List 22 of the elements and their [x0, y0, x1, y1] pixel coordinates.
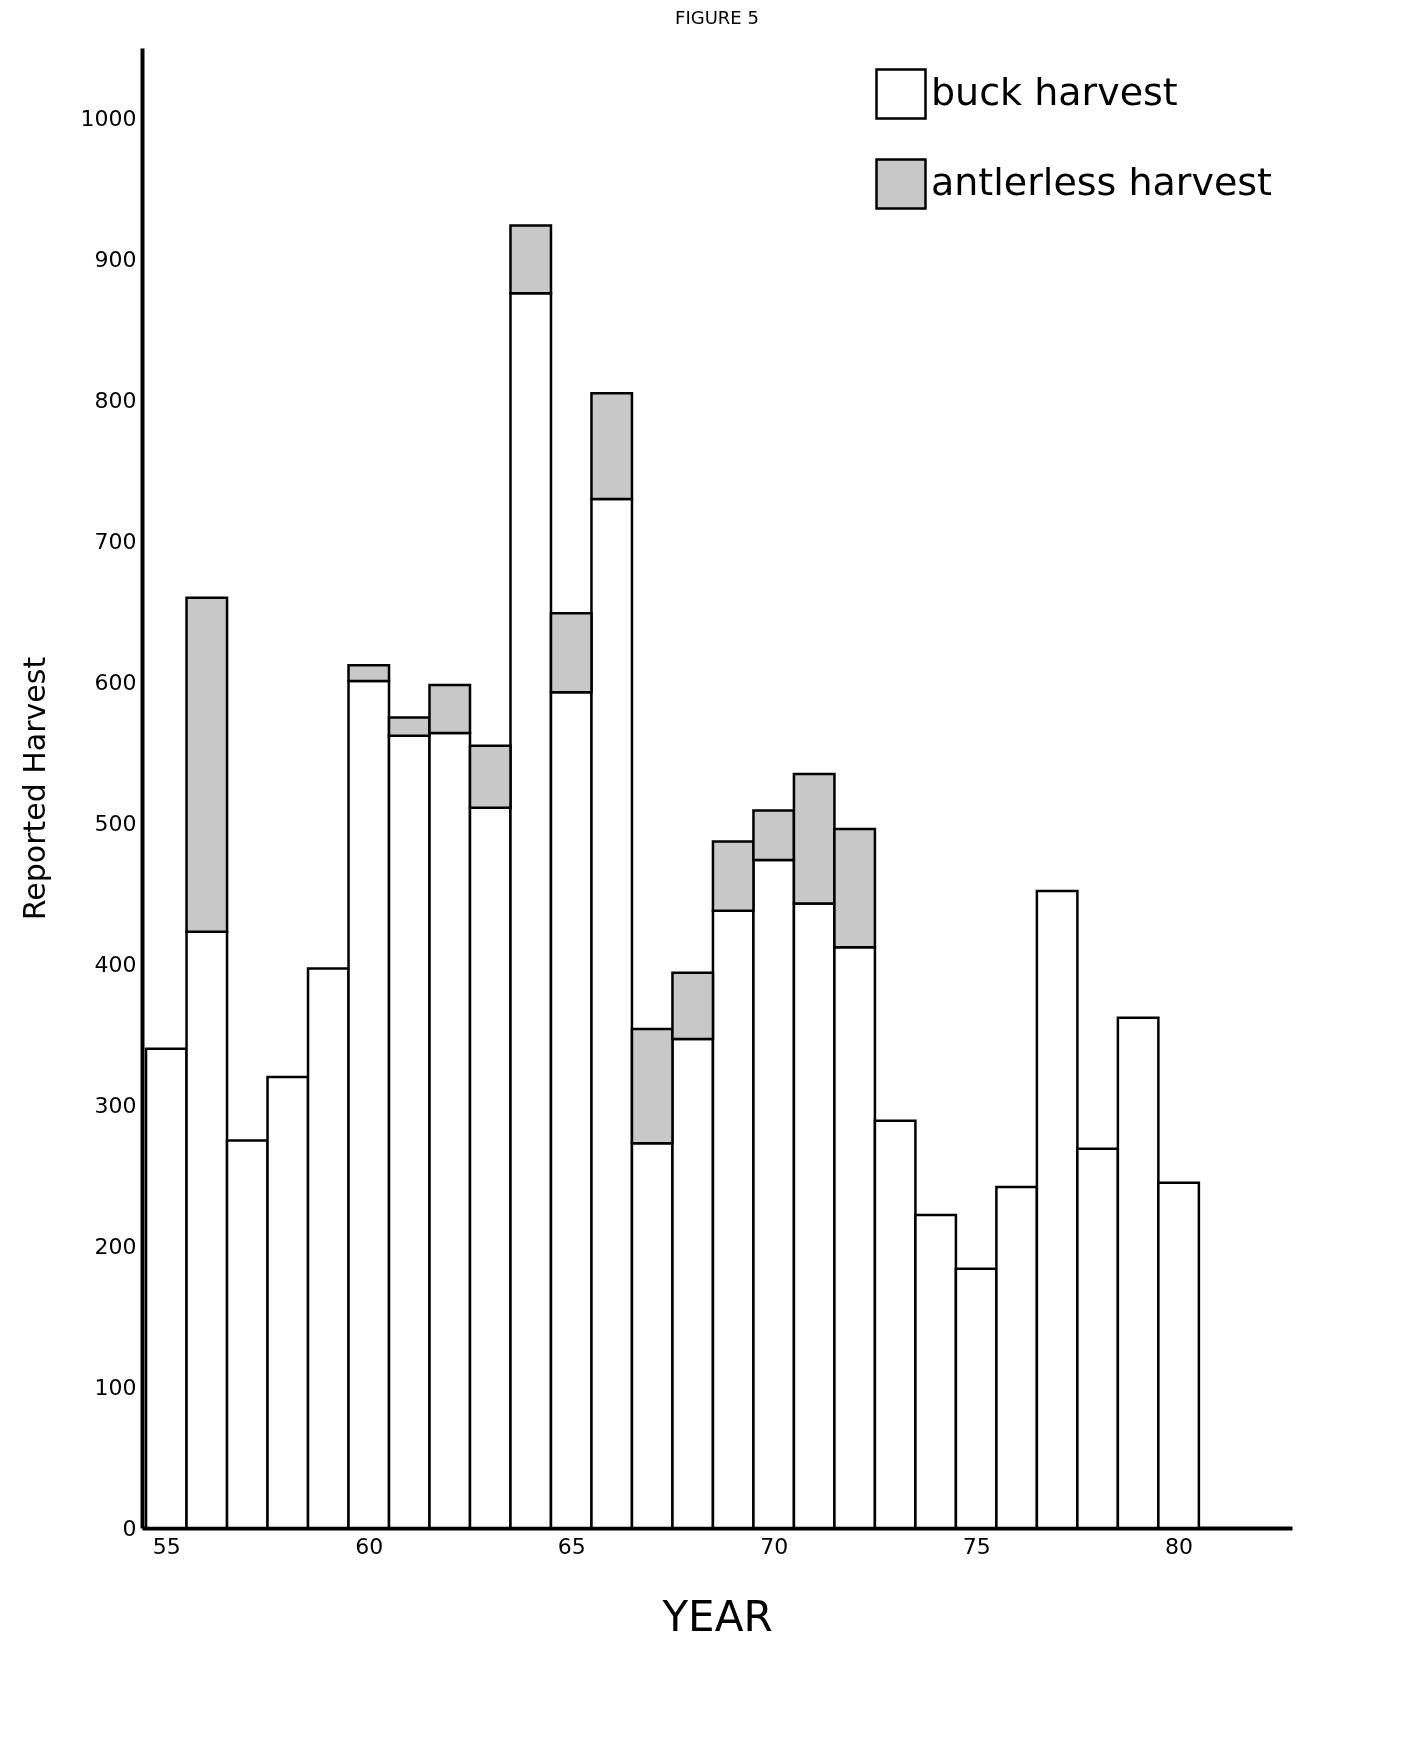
x-tick-label: 55 [152, 1533, 181, 1559]
x-tick-label: 70 [760, 1533, 789, 1559]
y-tick-label: 800 [94, 387, 137, 413]
y-tick-label: 700 [94, 528, 137, 554]
y-tick-label: 500 [94, 810, 137, 836]
y-tick-label: 900 [94, 246, 137, 272]
y-tick-label: 300 [94, 1092, 137, 1118]
y-tick-label: 0 [122, 1515, 137, 1541]
legend-label: buck harvest [931, 70, 1178, 114]
y-tick-label: 400 [94, 951, 137, 977]
chart-title: FIGURE 5 [675, 7, 759, 28]
y-axis-title: Reported Harvest [16, 656, 52, 921]
x-tick-label: 60 [355, 1533, 384, 1559]
y-tick-label: 100 [94, 1374, 137, 1400]
y-tick-label: 200 [94, 1233, 137, 1259]
x-tick-label: 65 [557, 1533, 586, 1559]
x-axis-title: YEAR [661, 1591, 773, 1641]
y-tick-label: 600 [94, 669, 137, 695]
y-tick-label: 1000 [80, 105, 137, 131]
x-tick-label: 80 [1165, 1533, 1194, 1559]
x-tick-label: 75 [962, 1533, 991, 1559]
legend-label: antlerless harvest [931, 160, 1272, 204]
